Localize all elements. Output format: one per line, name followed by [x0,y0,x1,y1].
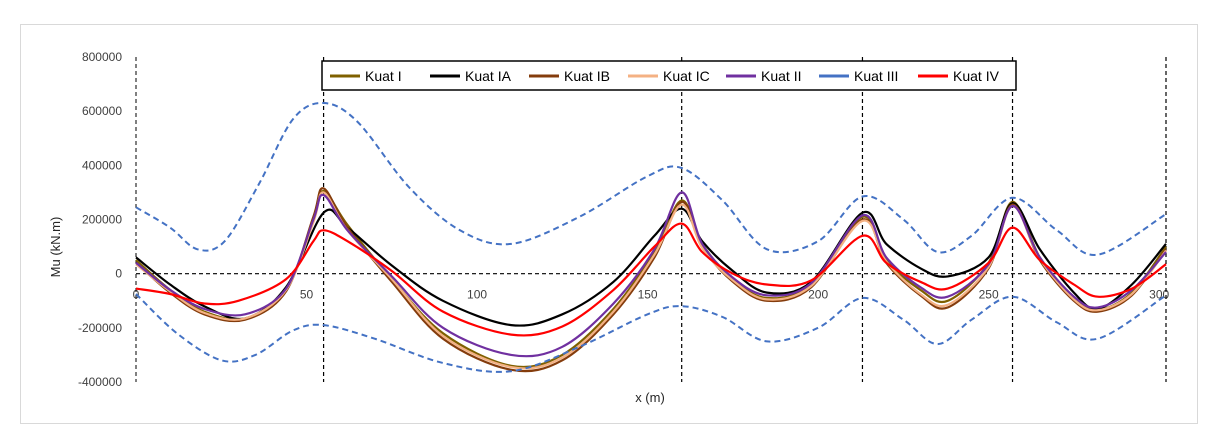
legend-label: Kuat II [761,68,801,84]
legend-label: Kuat III [854,68,898,84]
axes [135,57,1166,382]
y-tick-label: 800000 [82,50,122,64]
x-tick-label: 150 [638,288,658,302]
series-line-kuat-ii [135,191,1167,358]
series-layer [135,101,1167,373]
y-tick-label: 600000 [82,104,122,118]
series-line-kuat-iii-lower [135,293,1167,373]
x-axis-title: x (m) [635,390,665,405]
y-tick-label: -200000 [78,321,122,335]
x-tick-label: 100 [467,288,487,302]
x-tick-label: 250 [979,288,999,302]
y-tick-label: -400000 [78,375,122,389]
legend-label: Kuat I [365,68,402,84]
y-axis-title: Mu (kN.m) [48,217,63,278]
x-tick-label: 200 [808,288,828,302]
legend-label: Kuat IA [465,68,512,84]
y-tick-label: 0 [115,267,122,281]
legend-label: Kuat IB [564,68,610,84]
x-tick-label: 300 [1149,288,1169,302]
series-line-kuat-iv [135,222,1167,337]
y-tick-label: 400000 [82,158,122,172]
y-axis-ticks: -400000 -200000 0 200000 400000 600000 800000 [78,50,122,389]
x-tick-label: 50 [300,288,314,302]
series-line-kuat-ia [135,202,1167,327]
legend: Kuat I Kuat IA Kuat IB Kuat IC Kuat II Kuat I… [321,60,1017,91]
legend-label: Kuat IV [953,68,1000,84]
legend-label: Kuat IC [663,68,710,84]
series-line-kuat-iii [135,101,1167,256]
y-tick-label: 200000 [82,213,122,227]
